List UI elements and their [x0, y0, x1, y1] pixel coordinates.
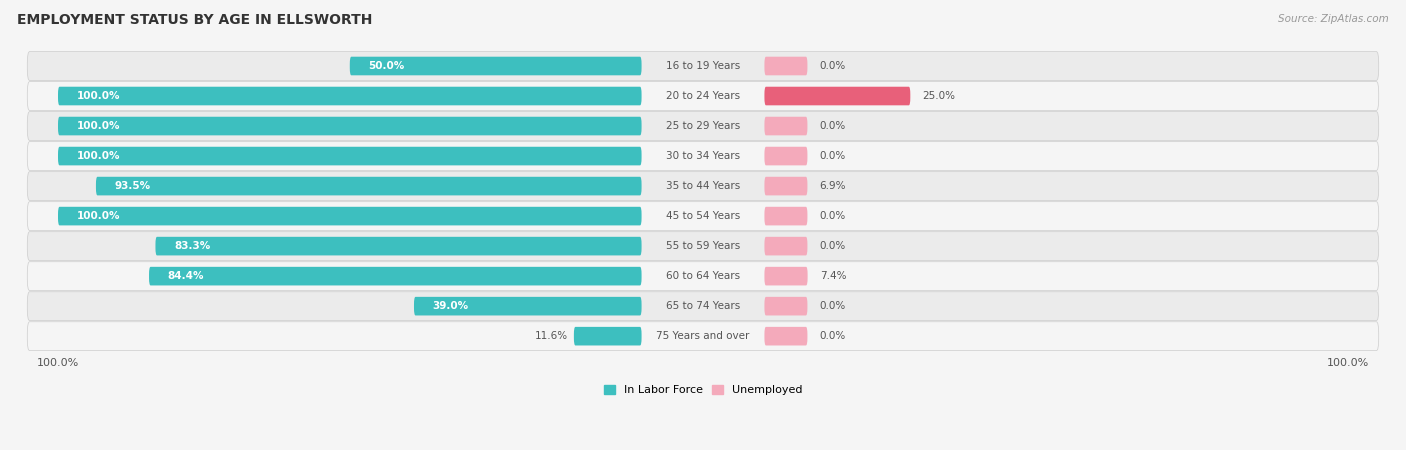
Text: 100.0%: 100.0% — [76, 211, 120, 221]
FancyBboxPatch shape — [765, 117, 807, 135]
Text: 7.4%: 7.4% — [820, 271, 846, 281]
Text: 45 to 54 Years: 45 to 54 Years — [666, 211, 740, 221]
FancyBboxPatch shape — [149, 267, 641, 285]
Text: 84.4%: 84.4% — [167, 271, 204, 281]
Text: 35 to 44 Years: 35 to 44 Years — [666, 181, 740, 191]
Text: 25.0%: 25.0% — [922, 91, 956, 101]
FancyBboxPatch shape — [27, 81, 1379, 110]
FancyBboxPatch shape — [58, 207, 641, 225]
Text: EMPLOYMENT STATUS BY AGE IN ELLSWORTH: EMPLOYMENT STATUS BY AGE IN ELLSWORTH — [17, 14, 373, 27]
Text: 55 to 59 Years: 55 to 59 Years — [666, 241, 740, 251]
Text: 93.5%: 93.5% — [114, 181, 150, 191]
FancyBboxPatch shape — [413, 297, 641, 315]
Text: 100.0%: 100.0% — [76, 121, 120, 131]
FancyBboxPatch shape — [765, 327, 807, 346]
FancyBboxPatch shape — [27, 52, 1379, 81]
Text: 100.0%: 100.0% — [76, 151, 120, 161]
Text: 25 to 29 Years: 25 to 29 Years — [666, 121, 740, 131]
Text: 75 Years and over: 75 Years and over — [657, 331, 749, 341]
Text: 0.0%: 0.0% — [820, 211, 846, 221]
FancyBboxPatch shape — [765, 147, 807, 165]
Text: 0.0%: 0.0% — [820, 61, 846, 71]
FancyBboxPatch shape — [765, 177, 807, 195]
FancyBboxPatch shape — [27, 202, 1379, 230]
FancyBboxPatch shape — [27, 232, 1379, 261]
FancyBboxPatch shape — [27, 262, 1379, 291]
Text: 100.0%: 100.0% — [1327, 358, 1369, 368]
Text: 83.3%: 83.3% — [174, 241, 209, 251]
FancyBboxPatch shape — [765, 87, 910, 105]
FancyBboxPatch shape — [765, 57, 807, 75]
FancyBboxPatch shape — [96, 177, 641, 195]
Text: 100.0%: 100.0% — [76, 91, 120, 101]
Text: 20 to 24 Years: 20 to 24 Years — [666, 91, 740, 101]
Text: Source: ZipAtlas.com: Source: ZipAtlas.com — [1278, 14, 1389, 23]
Text: 6.9%: 6.9% — [820, 181, 846, 191]
FancyBboxPatch shape — [58, 87, 641, 105]
FancyBboxPatch shape — [156, 237, 641, 256]
Legend: In Labor Force, Unemployed: In Labor Force, Unemployed — [599, 381, 807, 400]
FancyBboxPatch shape — [350, 57, 641, 75]
FancyBboxPatch shape — [765, 237, 807, 256]
Text: 16 to 19 Years: 16 to 19 Years — [666, 61, 740, 71]
Text: 65 to 74 Years: 65 to 74 Years — [666, 301, 740, 311]
FancyBboxPatch shape — [58, 117, 641, 135]
Text: 0.0%: 0.0% — [820, 121, 846, 131]
Text: 30 to 34 Years: 30 to 34 Years — [666, 151, 740, 161]
Text: 0.0%: 0.0% — [820, 151, 846, 161]
FancyBboxPatch shape — [765, 297, 807, 315]
FancyBboxPatch shape — [765, 267, 807, 285]
FancyBboxPatch shape — [765, 207, 807, 225]
Text: 50.0%: 50.0% — [368, 61, 405, 71]
Text: 0.0%: 0.0% — [820, 301, 846, 311]
FancyBboxPatch shape — [27, 171, 1379, 201]
Text: 11.6%: 11.6% — [534, 331, 568, 341]
FancyBboxPatch shape — [58, 147, 641, 165]
Text: 0.0%: 0.0% — [820, 331, 846, 341]
FancyBboxPatch shape — [27, 292, 1379, 320]
Text: 60 to 64 Years: 60 to 64 Years — [666, 271, 740, 281]
Text: 100.0%: 100.0% — [37, 358, 79, 368]
Text: 0.0%: 0.0% — [820, 241, 846, 251]
FancyBboxPatch shape — [27, 112, 1379, 140]
FancyBboxPatch shape — [574, 327, 641, 346]
FancyBboxPatch shape — [27, 142, 1379, 171]
Text: 39.0%: 39.0% — [433, 301, 468, 311]
FancyBboxPatch shape — [27, 322, 1379, 351]
